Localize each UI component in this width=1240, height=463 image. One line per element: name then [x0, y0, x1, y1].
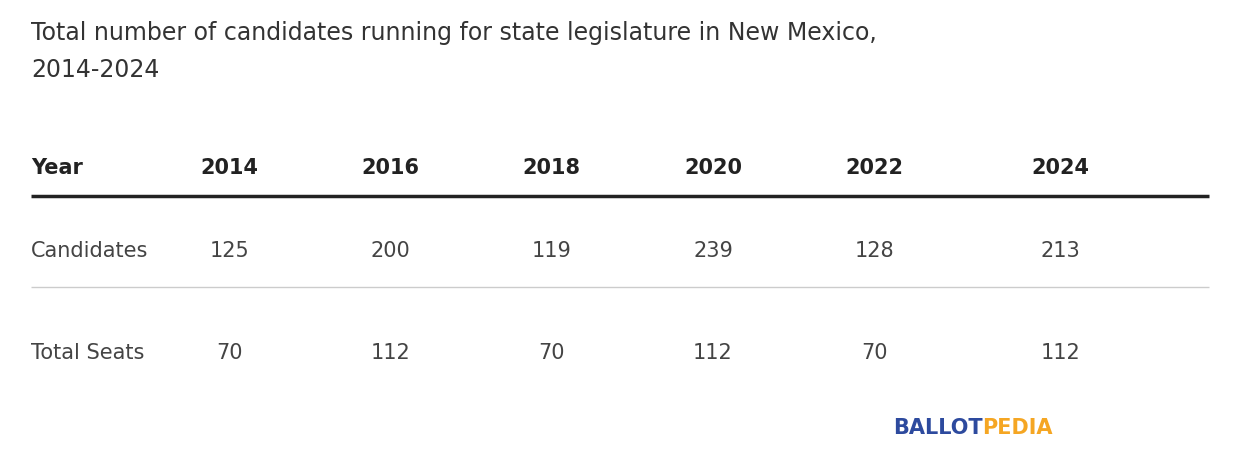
Text: Total number of candidates running for state legislature in New Mexico,: Total number of candidates running for s… [31, 21, 877, 45]
Text: 200: 200 [371, 241, 410, 261]
Text: 112: 112 [371, 343, 410, 363]
Text: 112: 112 [693, 343, 733, 363]
Text: BALLOT: BALLOT [893, 417, 982, 437]
Text: Total Seats: Total Seats [31, 343, 144, 363]
Text: 2022: 2022 [846, 157, 903, 177]
Text: 2018: 2018 [523, 157, 580, 177]
Text: 2020: 2020 [684, 157, 742, 177]
Text: Candidates: Candidates [31, 241, 149, 261]
Text: 2024: 2024 [1032, 157, 1089, 177]
Text: 239: 239 [693, 241, 733, 261]
Text: PEDIA: PEDIA [982, 417, 1053, 437]
Text: 112: 112 [1040, 343, 1080, 363]
Text: 2016: 2016 [362, 157, 419, 177]
Text: 213: 213 [1040, 241, 1080, 261]
Text: 125: 125 [210, 241, 249, 261]
Text: 2014-2024: 2014-2024 [31, 58, 160, 82]
Text: 128: 128 [854, 241, 894, 261]
Text: 70: 70 [216, 343, 243, 363]
Text: 119: 119 [532, 241, 572, 261]
Text: Year: Year [31, 157, 83, 177]
Text: 2014: 2014 [201, 157, 258, 177]
Text: 70: 70 [538, 343, 565, 363]
Text: 70: 70 [861, 343, 888, 363]
